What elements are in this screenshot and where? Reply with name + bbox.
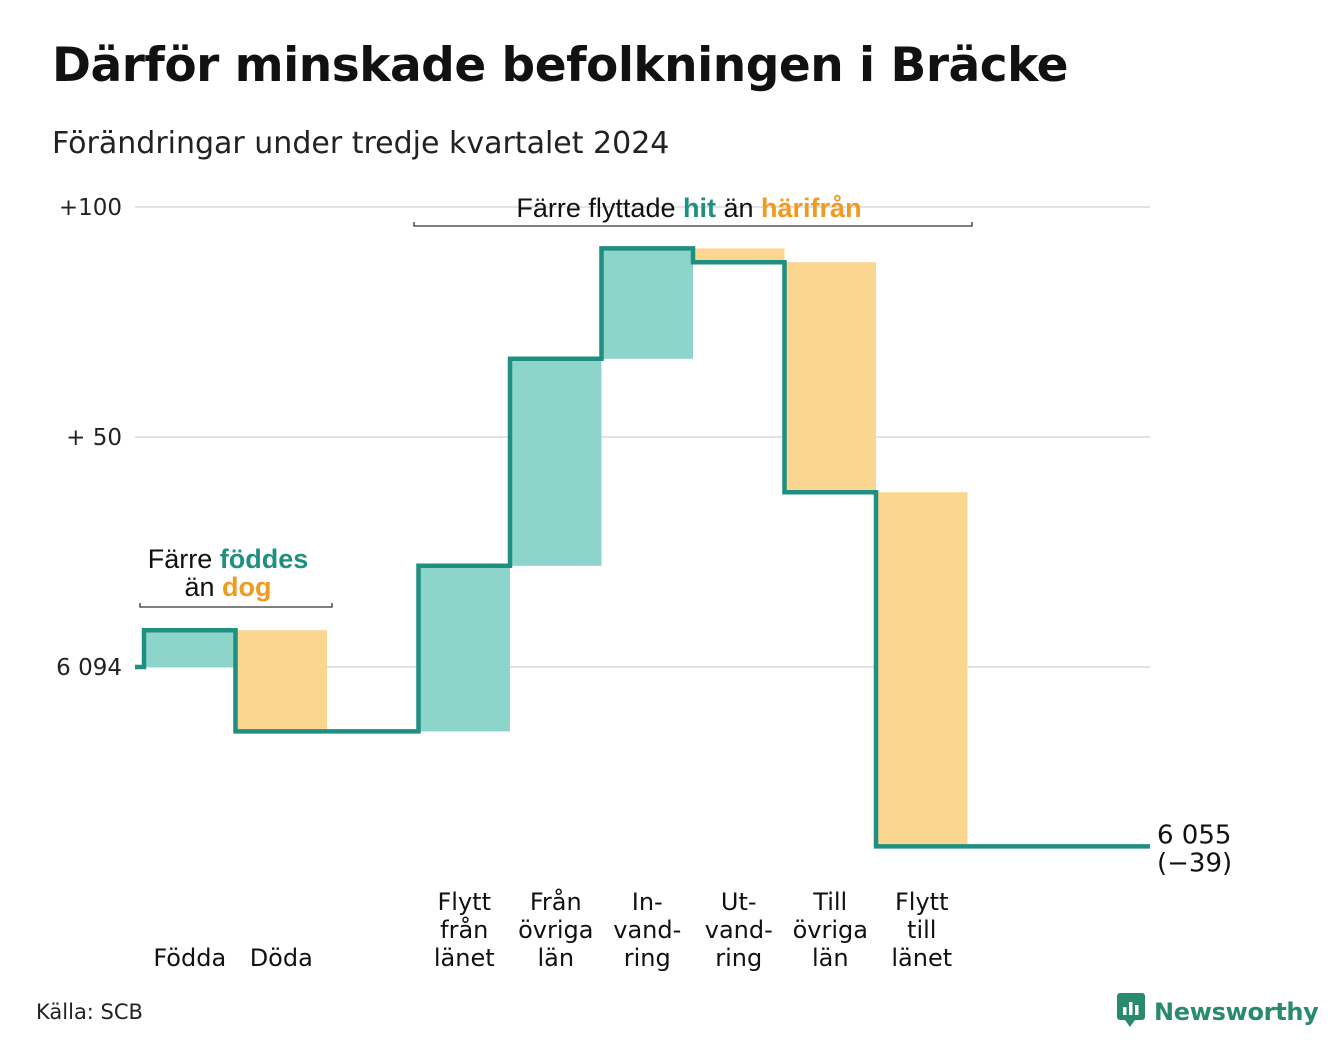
step-line (135, 246, 1150, 849)
chart-subtitle: Förändringar under tredje kvartalet 2024 (52, 126, 670, 161)
brand-name: Newsworthy (1154, 998, 1319, 1026)
y-tick-label: +100 (59, 195, 122, 221)
bar-decrease (693, 248, 785, 263)
waterfall-chart: +100 + 50 6 094 6 055(−39) Födda Döda Flytt frå… (56, 193, 1232, 972)
category-label: Födda (153, 944, 226, 972)
bar-increase (144, 630, 236, 667)
bar-decrease (235, 630, 327, 732)
annotation-births-text: än dog (184, 572, 271, 602)
bar-increase (418, 565, 510, 732)
category-label: Döda (250, 944, 313, 972)
category-label: In-vand-ring (613, 888, 681, 972)
end-value-label: 6 055 (1157, 820, 1231, 850)
annotation-births-text: Färre föddes (148, 544, 309, 574)
bar-decrease (784, 262, 876, 493)
brand[interactable]: Newsworthy (1116, 992, 1319, 1032)
bar-increase (601, 248, 693, 359)
chart-title: Därför minskade befolkningen i Bräcke (52, 38, 1068, 93)
annotation-migration-text: Färre flyttade hit än härifrån (516, 193, 861, 223)
category-label: Flytt till länet (891, 888, 952, 972)
annotation-births-bracket (139, 603, 333, 608)
category-label: Flytt från länet (434, 888, 495, 972)
y-tick-label: + 50 (66, 425, 122, 451)
category-label: Till övriga län (793, 888, 868, 972)
category-label: Från övriga län (518, 887, 593, 972)
bar-increase (510, 358, 602, 566)
newsworthy-logo-icon (1116, 992, 1146, 1032)
source-note: Källa: SCB (36, 1000, 143, 1024)
y-tick-label: 6 094 (56, 655, 122, 681)
step-line-layer (135, 246, 1150, 849)
end-change-label: (−39) (1157, 848, 1232, 878)
labels: +100 + 50 6 094 6 055(−39) Födda Döda Flytt frå… (56, 195, 1232, 972)
bars (144, 248, 968, 847)
annotation-migration-bracket (413, 222, 973, 227)
category-label: Ut-vand-ring (705, 888, 773, 972)
bar-decrease (876, 492, 968, 847)
